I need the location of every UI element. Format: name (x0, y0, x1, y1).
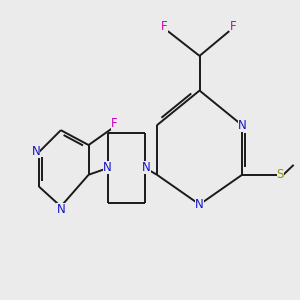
Text: N: N (103, 161, 111, 174)
Text: N: N (32, 146, 40, 158)
Text: F: F (230, 20, 236, 33)
Text: N: N (238, 119, 247, 132)
Text: N: N (142, 161, 151, 174)
Text: N: N (56, 203, 65, 216)
Text: N: N (195, 198, 204, 211)
Text: S: S (277, 168, 284, 181)
Text: F: F (110, 117, 117, 130)
Text: F: F (161, 20, 168, 33)
